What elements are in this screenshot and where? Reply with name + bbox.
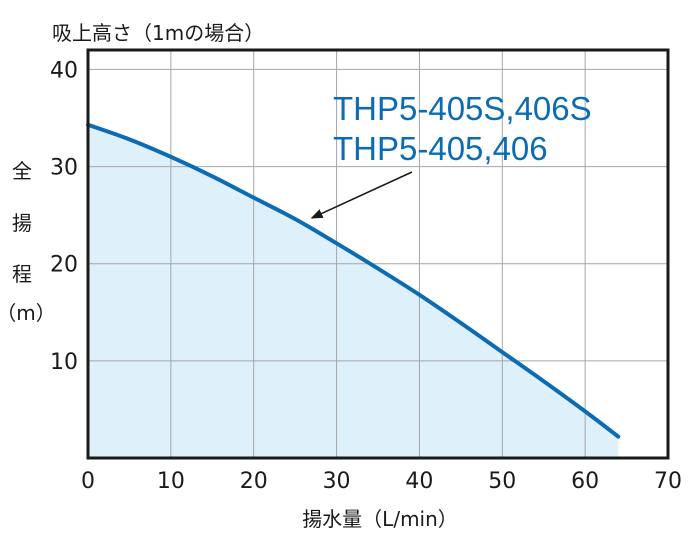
x-tick-label: 30 [323, 469, 351, 494]
y-tick-label: 40 [50, 58, 78, 83]
x-tick-label: 10 [157, 469, 185, 494]
plot-frame [86, 48, 670, 460]
x-tick-label: 0 [81, 469, 95, 494]
x-tick-label: 50 [488, 469, 516, 494]
annotation-arrow [310, 171, 413, 219]
x-axis-label: 揚水量（L/min） [302, 507, 458, 531]
y-axis-label: 全揚程 （m） [0, 159, 56, 325]
chart-subtitle: 吸上高さ（1mの場合） [52, 21, 264, 45]
annotation-model-2: THP5-405,406 [333, 130, 548, 167]
x-tick-label: 40 [405, 469, 433, 494]
y-tick-labels: 10 20 30 40 [50, 58, 78, 374]
y-tick-label: 10 [50, 350, 78, 375]
series-area-fill [88, 124, 619, 459]
series-line [86, 122, 621, 439]
y-tick-label: 30 [50, 156, 78, 181]
grid-lines [88, 50, 668, 458]
y-axis-label-part: 揚 [12, 211, 32, 235]
x-tick-labels: 0 10 20 30 40 50 60 70 [81, 469, 682, 494]
x-tick-label: 60 [571, 469, 599, 494]
y-axis-label-part: （m） [0, 301, 56, 325]
y-axis-label-part: 程 [12, 262, 32, 286]
y-tick-label: 20 [50, 253, 78, 278]
x-tick-label: 20 [240, 469, 268, 494]
y-axis-label-part: 全 [12, 159, 32, 183]
annotation-model-1: THP5-405S,406S [333, 90, 592, 127]
x-tick-label: 70 [654, 469, 682, 494]
